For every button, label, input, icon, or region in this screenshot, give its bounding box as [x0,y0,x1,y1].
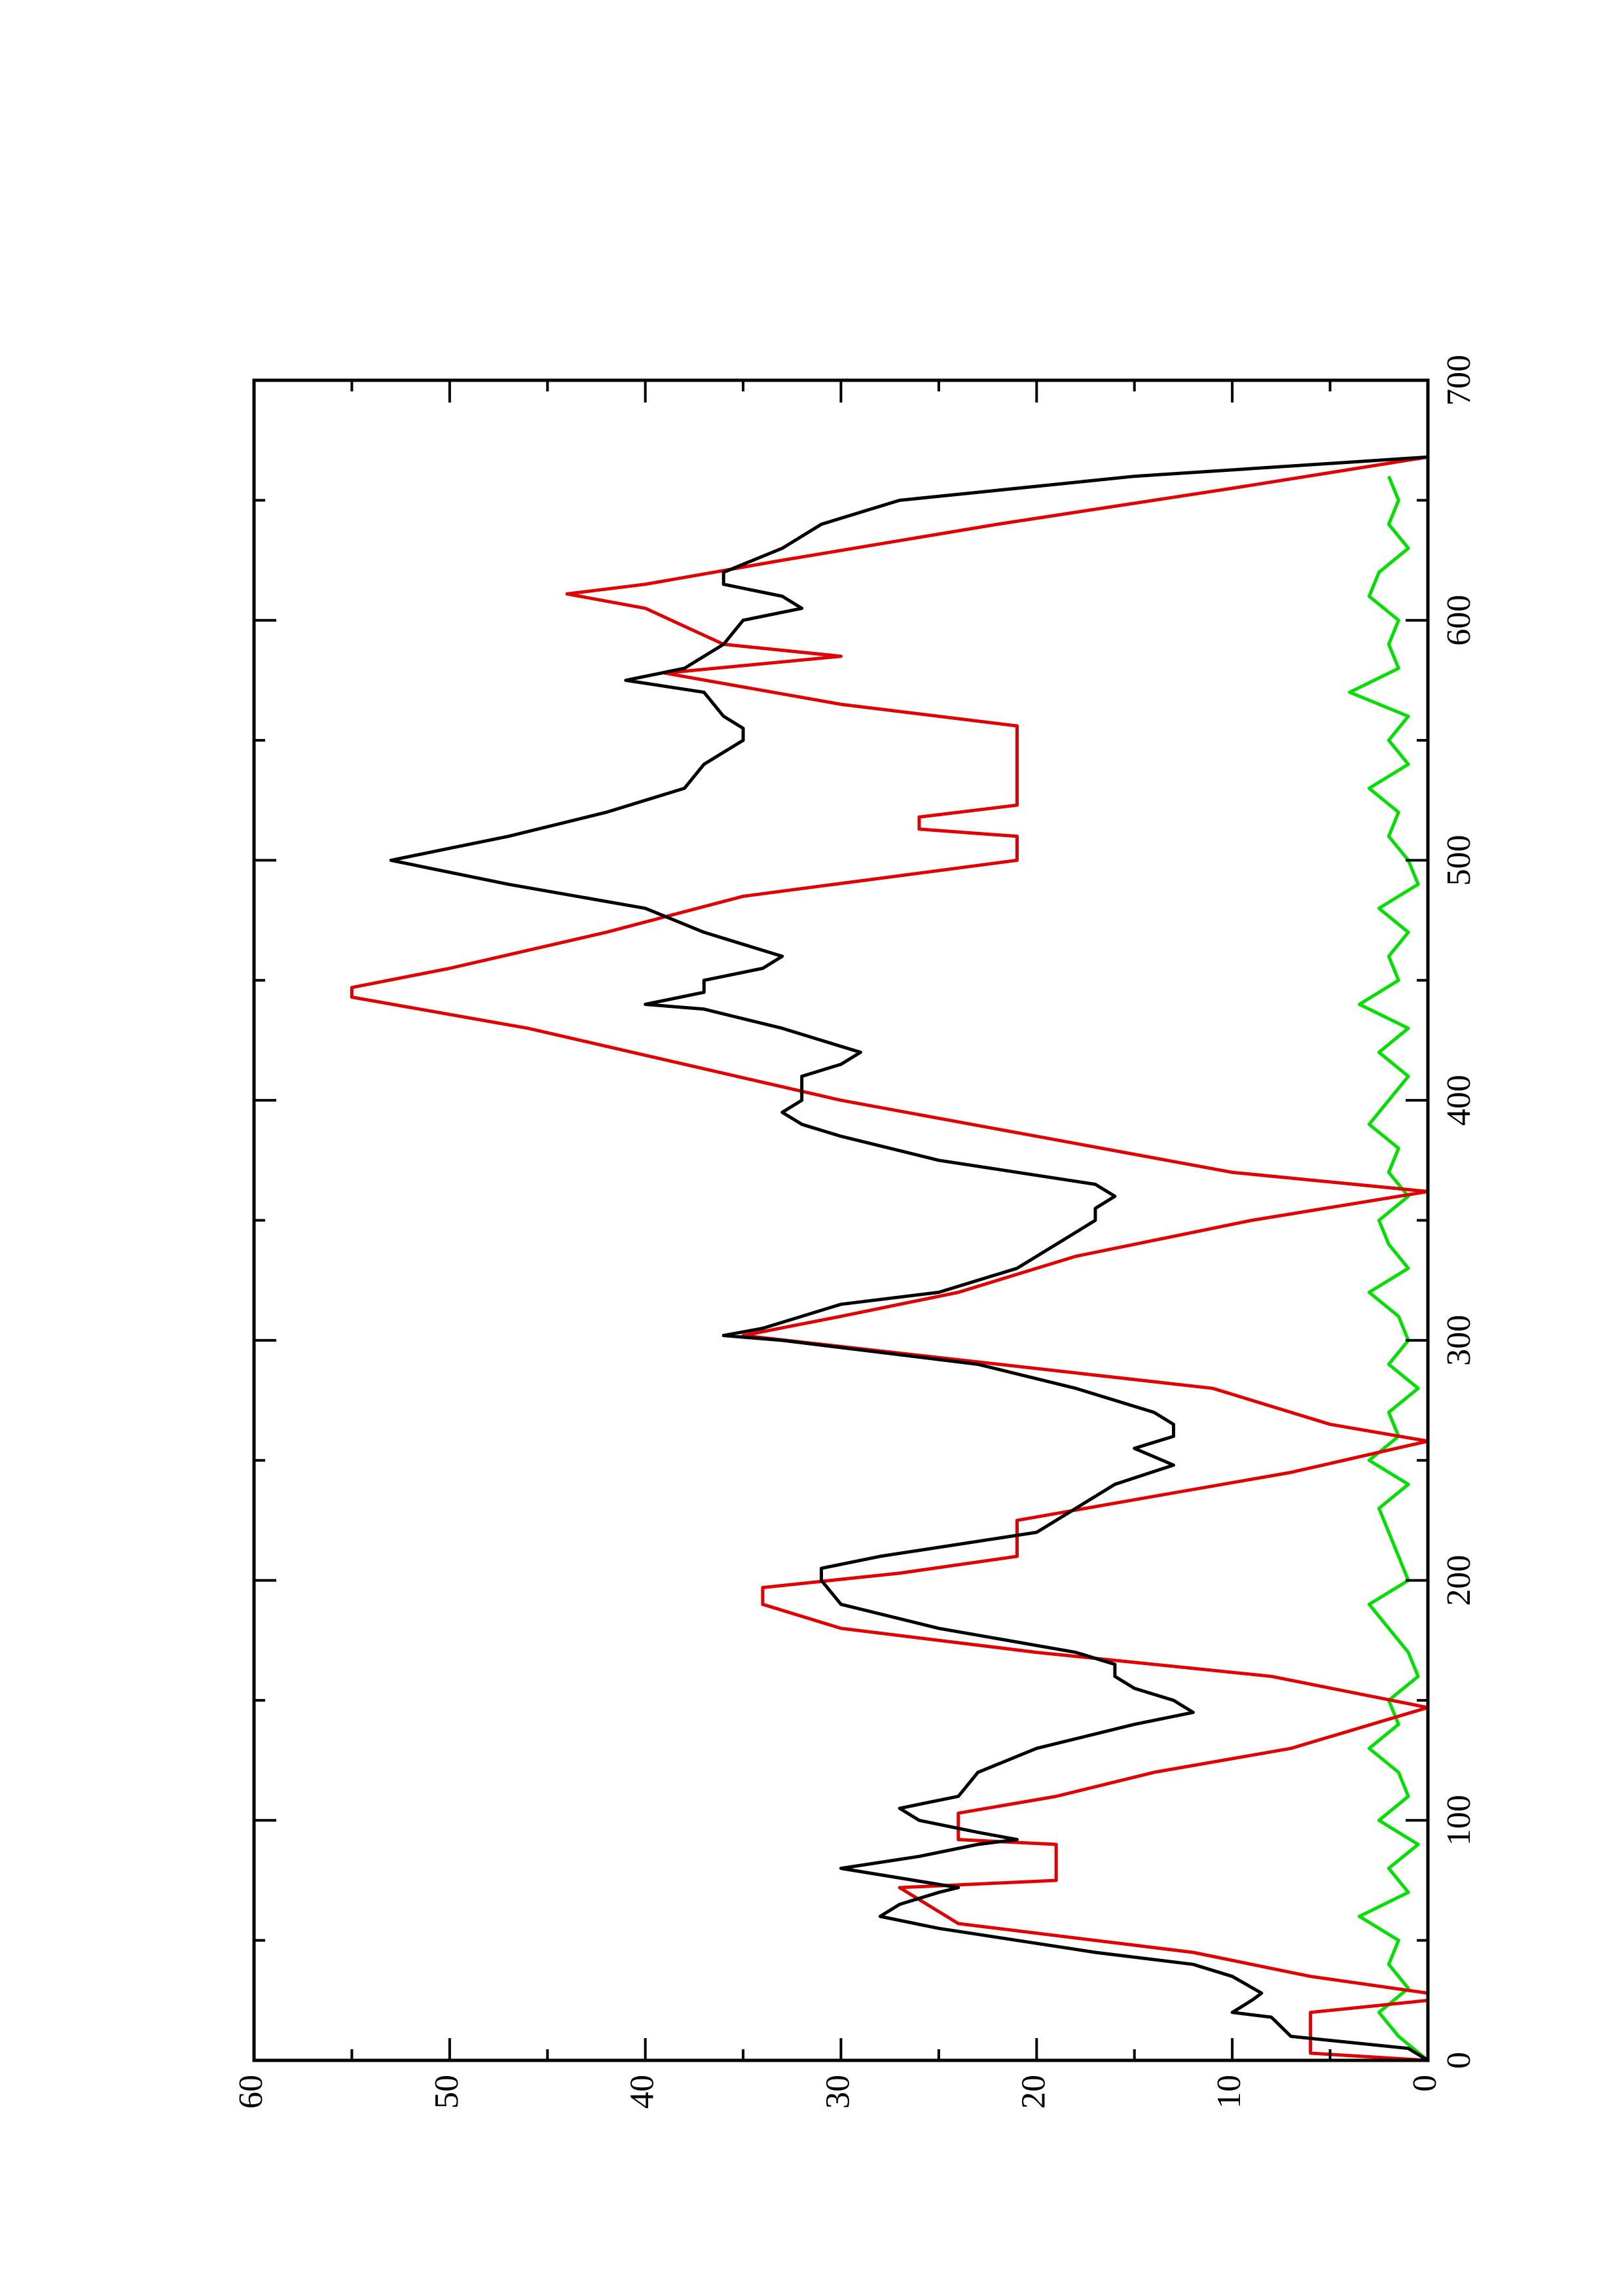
plot: 0 100 200 300 400 500 600 700 0 10 20 30 40 50 60 [232,355,1478,2109]
x-tick-label: 500 [1440,834,1478,886]
y-tick-label: 30 [819,2075,856,2109]
y-tick-label: 60 [232,2075,270,2109]
y-tick-label: 40 [624,2075,661,2109]
y-tick-label: 50 [428,2075,465,2109]
x-tick-label: 600 [1440,595,1478,646]
series-line [1348,475,1429,2062]
series-line [350,455,1430,2062]
x-tick-label: 0 [1440,2052,1478,2069]
x-tick-label: 300 [1440,1315,1478,1366]
y-tick-label: 10 [1211,2075,1248,2109]
x-tick-label: 200 [1440,1555,1478,1606]
series-line [389,455,1429,2062]
x-tick-label: 700 [1440,355,1478,406]
y-tick-label: 20 [1015,2075,1052,2109]
y-tick-label: 0 [1406,2075,1444,2092]
x-tick-label: 100 [1440,1795,1478,1846]
x-tick-label: 400 [1440,1075,1478,1126]
